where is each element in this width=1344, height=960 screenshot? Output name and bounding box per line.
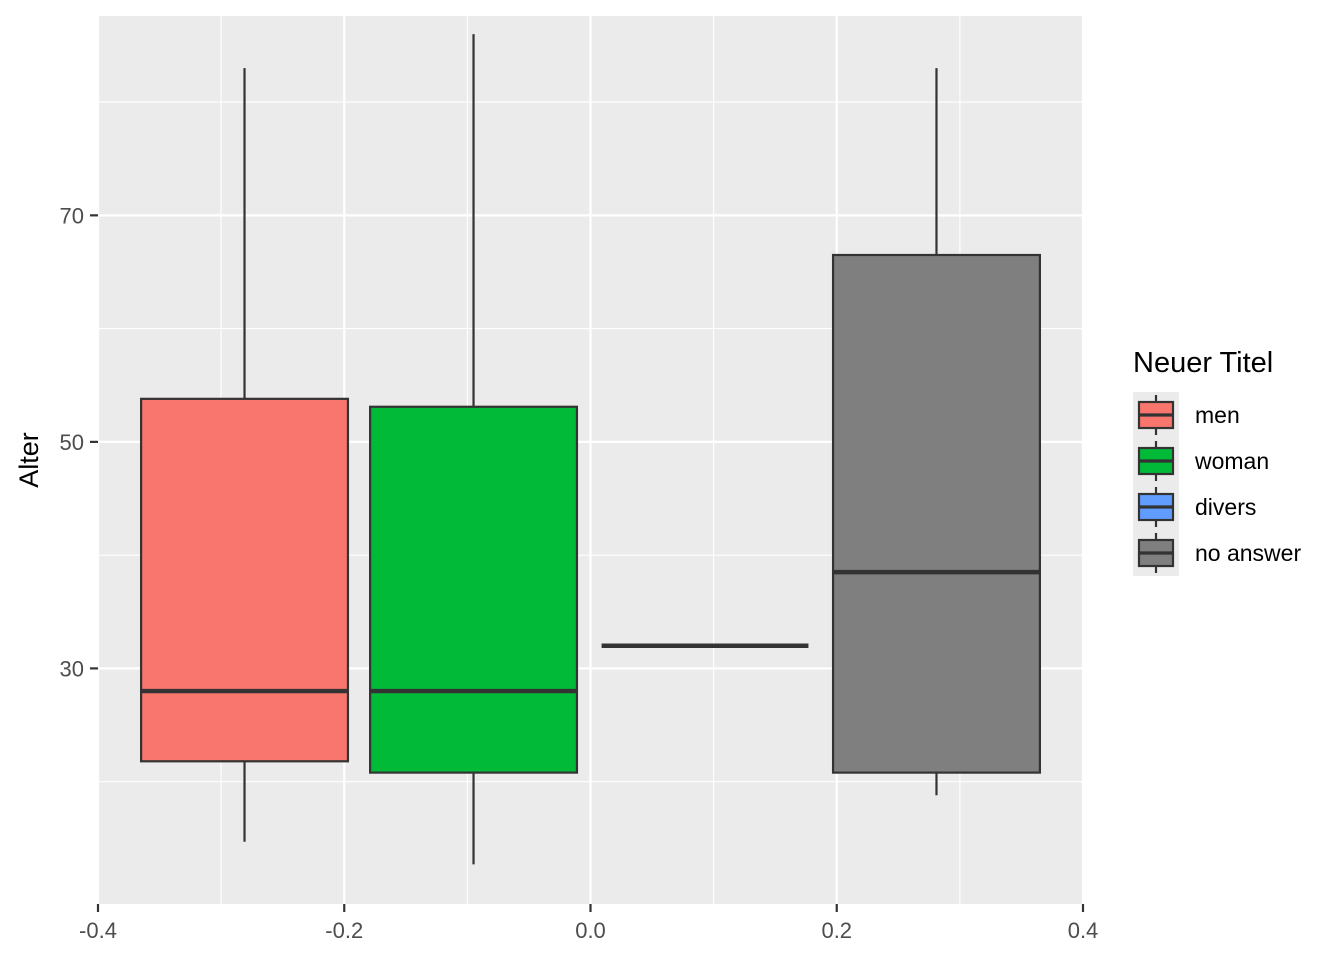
- legend-item-men: men: [1137, 395, 1240, 435]
- legend-label: men: [1195, 402, 1240, 428]
- box-woman: [369, 34, 579, 865]
- y-axis: 30 50 70: [60, 203, 98, 681]
- box-body: [831, 253, 1042, 774]
- box-men: [139, 68, 350, 842]
- legend-title: Neuer Titel: [1133, 347, 1273, 379]
- y-tick-label: 50: [60, 430, 84, 455]
- x-tick-label: -0.4: [79, 918, 117, 943]
- x-tick-label: -0.2: [325, 918, 363, 943]
- box-series: [139, 34, 1042, 865]
- legend-label: no answer: [1195, 540, 1301, 566]
- legend-label: woman: [1194, 448, 1269, 474]
- legend: Neuer Titel men woman divers no answer: [1133, 347, 1301, 576]
- legend-item-woman: woman: [1137, 441, 1269, 481]
- y-tick-label: 30: [60, 656, 84, 681]
- box-no-answer: [831, 68, 1042, 796]
- y-tick-label: 70: [60, 203, 84, 228]
- x-axis: -0.4 -0.2 0.0 0.2 0.4: [79, 904, 1098, 943]
- x-tick-label: 0.4: [1068, 918, 1099, 943]
- legend-item-no-answer: no answer: [1137, 533, 1301, 573]
- box-body: [369, 405, 579, 774]
- legend-label: divers: [1195, 494, 1256, 520]
- y-axis-title: Alter: [14, 432, 44, 488]
- legend-item-divers: divers: [1137, 487, 1256, 527]
- x-tick-label: 0.2: [821, 918, 852, 943]
- box-body: [139, 397, 350, 763]
- legend-items: men woman divers no answer: [1137, 395, 1301, 573]
- x-tick-label: 0.0: [575, 918, 606, 943]
